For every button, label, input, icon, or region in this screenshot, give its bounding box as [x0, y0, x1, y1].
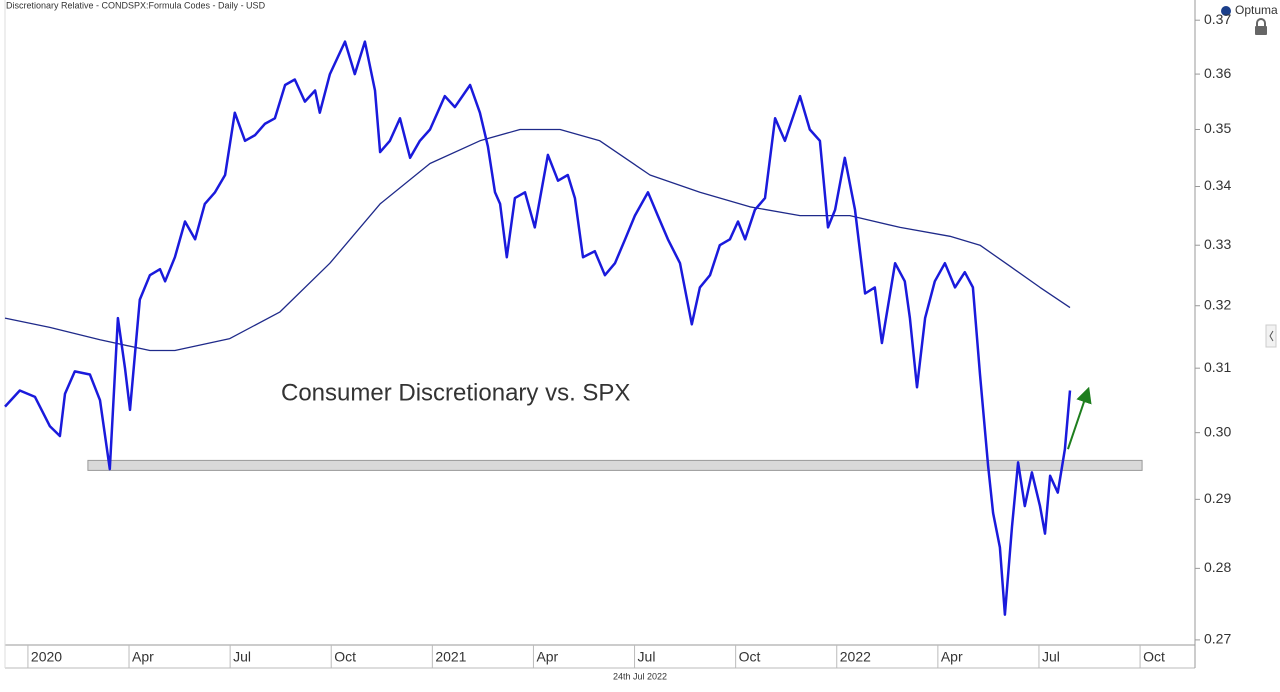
x-tick-label: Oct — [334, 649, 356, 665]
lock-icon[interactable] — [1255, 18, 1267, 35]
series-line — [4, 40, 1072, 616]
logo-icon — [1221, 6, 1231, 16]
y-tick-label: 0.31 — [1204, 359, 1231, 375]
y-tick-label: 0.35 — [1204, 120, 1231, 136]
x-tick-label: Jul — [638, 649, 656, 665]
logo: Optuma — [1235, 3, 1278, 17]
footer-date: 24th Jul 2022 — [613, 671, 667, 681]
y-tick-label: 0.33 — [1204, 236, 1231, 252]
y-tick-label: 0.27 — [1204, 631, 1231, 647]
support-band — [87, 459, 1143, 471]
side-tab[interactable] — [1265, 324, 1277, 348]
series-line — [4, 128, 1071, 352]
x-tick-label: Jul — [1042, 649, 1060, 665]
y-tick-label: 0.28 — [1204, 559, 1231, 575]
x-tick-label: 2020 — [31, 649, 62, 665]
y-tick-label: 0.30 — [1204, 423, 1231, 439]
y-tick-label: 0.34 — [1204, 177, 1231, 193]
annotation: Consumer Discretionary vs. SPX — [281, 379, 630, 406]
y-tick-label: 0.32 — [1204, 296, 1231, 312]
x-tick-label: Oct — [739, 649, 761, 665]
arrow — [1066, 386, 1092, 450]
x-tick-label: Oct — [1143, 649, 1165, 665]
header: Discretionary Relative - CONDSPX:Formula… — [6, 0, 266, 10]
y-tick-label: 0.37 — [1204, 11, 1231, 27]
x-tick-label: Apr — [536, 649, 558, 665]
x-tick-label: 2021 — [435, 649, 466, 665]
x-tick-label: Jul — [233, 649, 251, 665]
y-tick-label: 0.29 — [1204, 490, 1231, 506]
x-tick-label: Apr — [941, 649, 963, 665]
x-tick-label: Apr — [132, 649, 154, 665]
x-tick-label: 2022 — [840, 649, 871, 665]
y-tick-label: 0.36 — [1204, 65, 1231, 81]
